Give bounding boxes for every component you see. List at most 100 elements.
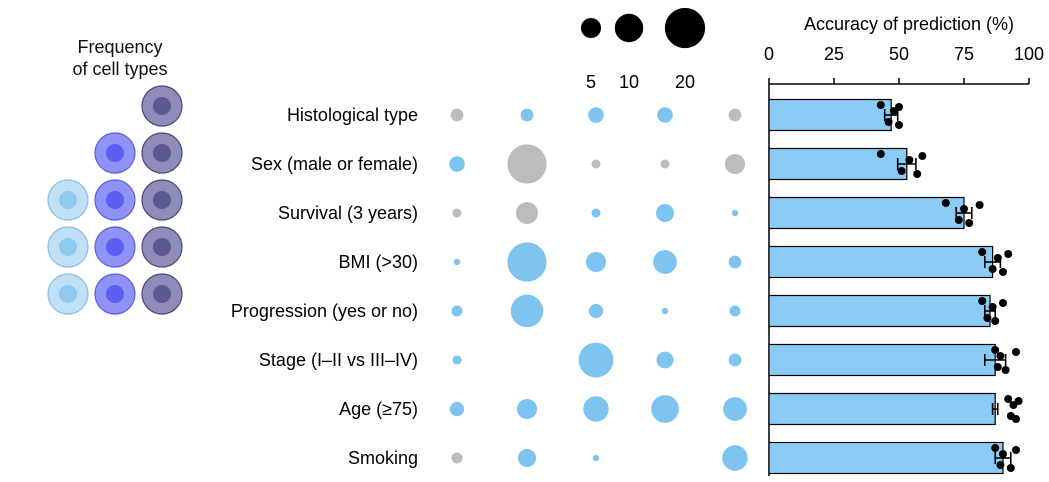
data-point [999,299,1007,307]
cell-panel-title-line1: Frequency [77,37,163,57]
matrix-dot [453,258,461,266]
row-label: Sex (male or female) [251,154,418,174]
matrix-dot [591,159,601,169]
matrix-dot [656,351,674,369]
matrix-dot [578,342,614,378]
matrix-dot [451,305,463,317]
matrix-dot [728,353,742,367]
cell-nucleus-light [59,285,77,303]
row-label: Progression (yes or no) [231,301,418,321]
data-point [895,103,903,111]
data-point [884,118,893,126]
data-point [1014,397,1023,405]
data-point [965,219,974,227]
x-tick-label: 75 [954,44,974,64]
matrix-dot [516,398,538,420]
cell-nucleus-mid [106,285,124,303]
data-point [876,101,885,109]
data-point [996,352,1005,360]
matrix-dot [449,156,465,172]
matrix-dot [661,307,669,315]
data-point [895,121,903,129]
data-point [978,297,987,305]
matrix-dot [724,153,746,175]
data-point [1004,250,1013,258]
matrix-dot [592,454,600,462]
data-point [988,303,997,311]
bar [768,441,1004,475]
cell-nucleus-mid [106,191,124,209]
matrix-dot [583,396,609,422]
cell-nucleus-dark [153,238,171,256]
matrix-dot [731,209,739,217]
matrix-dot [588,303,604,319]
size-legend-label: 20 [675,72,695,92]
matrix-dot [515,201,539,225]
data-point [1001,366,1010,374]
data-point [978,248,987,256]
row-label: Age (≥75) [339,399,418,419]
x-axis-label: Accuracy of prediction (%) [804,14,1014,34]
data-point [991,444,1000,452]
matrix-dot [728,255,742,269]
data-point [999,450,1007,458]
cell-nucleus-dark [153,285,171,303]
bar [768,98,892,132]
data-point [1012,446,1020,454]
row-label: Survival (3 years) [278,203,418,223]
matrix-dot [520,108,534,122]
data-point [991,346,1000,354]
cell-nucleus-mid [106,144,124,162]
size-legend-label: 5 [586,72,596,92]
x-axis: Accuracy of prediction (%) 0 25 50 75 100 [764,14,1044,476]
data-point [991,317,1000,325]
cell-nucleus-dark [153,97,171,115]
data-point [996,461,1005,469]
matrix-dot [451,452,463,464]
size-legend-circle [664,7,706,49]
data-point [918,152,927,160]
matrix-dot [651,395,679,423]
data-point [983,314,992,322]
matrix-dot [450,108,464,122]
size-legend-circle [614,13,644,43]
bar [768,245,994,279]
cell-nucleus-light [59,238,77,256]
x-tick-label: 50 [889,44,909,64]
data-point [897,167,906,175]
data-point [913,170,922,178]
matrix-dot [452,208,462,218]
size-legend-circle [580,17,602,39]
matrix-dot [449,401,465,417]
data-point [905,156,914,164]
cell-nucleus-light [59,191,77,209]
matrix-dot [729,305,741,317]
matrix-dot [723,397,747,421]
bar [768,294,991,328]
matrix-dot [510,294,544,328]
cell-panel-title-line2: of cell types [72,59,168,79]
data-point [1012,348,1020,356]
bar [768,147,908,181]
dot-matrix [449,107,748,471]
cell-panel-title: Frequency of cell types [20,36,220,80]
size-legend: 5 10 20 [580,7,706,92]
x-tick-label: 25 [824,44,844,64]
bar [768,196,965,230]
cell-nucleus-dark [153,191,171,209]
data-point [1004,395,1013,403]
matrix-dot [653,250,677,274]
data-point [941,199,950,207]
x-tick-label: 0 [764,44,774,64]
x-tick-label: 100 [1014,44,1044,64]
cell-type-illustration [47,85,183,315]
cell-nucleus-mid [106,238,124,256]
matrix-dot [507,242,547,282]
matrix-dot [588,107,604,123]
bar-series [768,98,1023,475]
matrix-dot [585,251,607,273]
cell-nucleus-dark [153,144,171,162]
row-label: Histological type [287,105,418,125]
data-point [1006,464,1015,472]
